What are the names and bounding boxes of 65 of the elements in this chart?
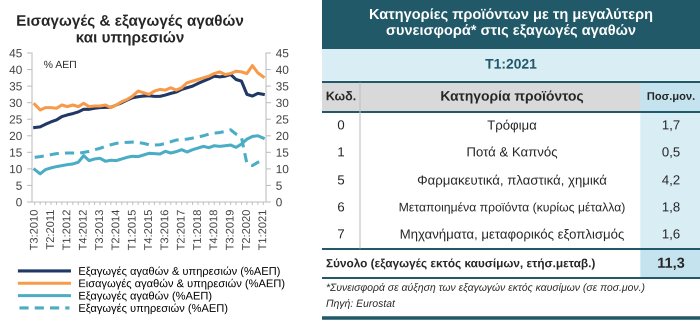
annotation: % ΑΕΠ	[44, 60, 76, 68]
text: Μεταποιημένα προϊόντα (κυρίως μέταλλα)	[400, 202, 625, 214]
x-tick-label: Τ2:2020	[242, 210, 250, 250]
text: Κωδ.	[326, 91, 356, 100]
x-tick-label: Τ2:2017	[176, 210, 185, 250]
y-tick-label: 45	[9, 49, 22, 58]
x-tick-label: Τ3:2010	[30, 210, 38, 250]
y-tick-label: 15	[10, 148, 22, 157]
x-tick-label: Τ1:2021	[258, 210, 266, 250]
text: Πηγή: Eurostat	[326, 298, 396, 310]
legend-label: Εξαγωγές αγαθών (%ΑΕΠ)	[79, 291, 212, 302]
text: Ποσ.μον.	[648, 92, 694, 102]
legend-label: Εξαγωγές αγαθών & υπηρεσιών (%ΑΕΠ)	[79, 266, 280, 278]
legend-label: Εισαγωγές αγαθών & υπηρεσιών (%ΑΕΠ)	[79, 278, 284, 290]
text: Ποτά & Καπνός	[468, 146, 558, 159]
text: Μηχανήματα, μεταφορικός εξοπλισμός	[400, 228, 624, 242]
x-tick-label: Τ4:2018	[209, 210, 218, 250]
text: Φαρμακευτικά, πλαστικά, χημικά	[418, 174, 607, 188]
text: 6	[338, 202, 344, 212]
text: Τρόφιμα	[487, 120, 536, 132]
y2-tick-label: 10	[276, 164, 288, 174]
y-tick-label: 35	[10, 82, 22, 91]
text: Κατηγορίες προϊόντων με τη μεγαλύτερη συνεισφορά* στις εξαγωγές αγαθών	[370, 8, 652, 38]
chart-title: Εισαγωγές & εξαγωγές αγαθών και υπηρεσιών	[17, 14, 244, 46]
text: 1,7	[662, 120, 680, 132]
y2-tick-label: 45	[276, 49, 288, 58]
x-tick-label: Τ1:2015	[128, 210, 136, 250]
x-tick-label: Τ3:2013	[95, 210, 104, 250]
x-tick-label: Τ1:2018	[193, 210, 201, 250]
y2-tick-label: 15	[276, 148, 288, 157]
y-tick-label: 20	[10, 132, 22, 140]
x-tick-label: Τ2:2014	[111, 210, 120, 250]
text: 1,6	[662, 229, 680, 240]
y-tick-label: 30	[10, 98, 22, 108]
x-tick-label: Τ4:2015	[144, 210, 152, 250]
x-tick-label: Τ3:2016	[160, 210, 168, 250]
y2-tick-label: 0	[276, 198, 282, 206]
y-tick-label: 25	[10, 115, 22, 124]
text: *Συνεισφορά σε αύξηση των εξαγωγών εκτός καυσίμων (σε ποσ.μον.)	[326, 282, 644, 294]
x-tick-label: Τ1:2012	[62, 210, 70, 250]
text: 1,8	[662, 202, 680, 214]
y-tick-label: 40	[9, 66, 22, 74]
text: 0	[338, 120, 344, 130]
y-tick-label: 10	[10, 164, 22, 174]
text: Σύνολο (εξαγωγές εκτός καυσίμων, ετήσ.μεταβ.)	[326, 258, 595, 270]
text: Κατηγορία προϊόντος	[441, 90, 584, 104]
text: 5	[338, 175, 344, 185]
y2-tick-label: 25	[276, 115, 288, 124]
text: 0,5	[662, 147, 680, 158]
text: 11,3	[658, 258, 684, 270]
x-tick-label: Τ2:2011	[46, 210, 54, 250]
y2-tick-label: 30	[276, 98, 288, 108]
y2-tick-label: 40	[276, 66, 288, 74]
y2-tick-label: 5	[276, 182, 282, 190]
text: 1	[338, 147, 344, 156]
text: Τ1:2021	[485, 58, 536, 69]
text: 4,2	[662, 175, 680, 186]
y2-tick-label: 35	[276, 82, 288, 91]
y-tick-label: 0	[16, 198, 22, 206]
y2-tick-label: 20	[276, 132, 288, 140]
x-tick-label: Τ4:2012	[78, 210, 87, 250]
x-tick-label: Τ3:2019	[226, 210, 234, 250]
y-tick-label: 5	[16, 182, 22, 190]
legend-label: Εξαγωγές υπηρεσιών (%ΑΕΠ)	[79, 303, 228, 314]
text: 7	[338, 229, 344, 238]
